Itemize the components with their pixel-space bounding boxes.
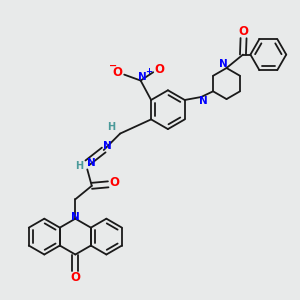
Text: O: O [113, 66, 123, 79]
Text: H: H [107, 122, 115, 132]
Text: +: + [146, 67, 152, 76]
Text: N: N [86, 158, 95, 168]
Text: H: H [75, 161, 83, 171]
Text: N: N [219, 59, 227, 69]
Text: −: − [109, 61, 117, 71]
Text: O: O [70, 271, 80, 284]
Text: N: N [103, 141, 112, 152]
Text: N: N [71, 212, 80, 222]
Text: O: O [238, 25, 249, 38]
Text: N: N [138, 72, 146, 82]
Text: N: N [199, 96, 208, 106]
Text: O: O [155, 63, 165, 76]
Text: O: O [110, 176, 120, 189]
